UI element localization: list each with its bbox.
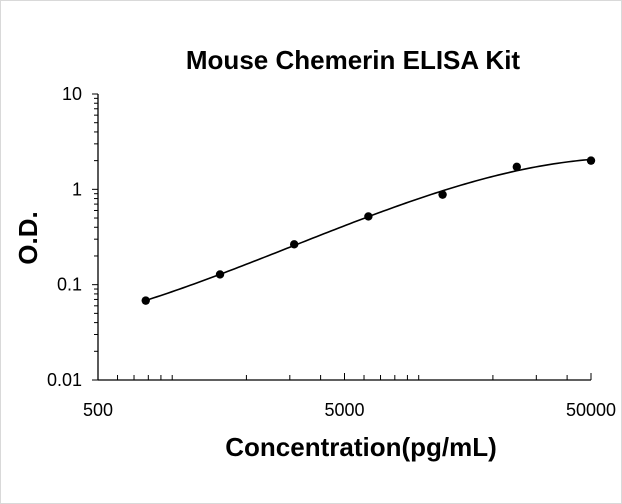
- y-tick-label: 0.01: [47, 370, 82, 390]
- x-tick-label: 5000: [324, 400, 364, 420]
- y-tick-label: 1: [72, 179, 82, 199]
- x-tick-label: 500: [83, 400, 113, 420]
- fit-curve-layer: [145, 158, 592, 302]
- x-axis-title: Concentration(pg/mL): [225, 432, 497, 462]
- data-point: [586, 156, 596, 165]
- y-tick-label: 0.1: [57, 275, 82, 295]
- chart-title: Mouse Chemerin ELISA Kit: [186, 45, 521, 75]
- x-tick-label: 50000: [566, 400, 616, 420]
- data-point: [215, 270, 225, 279]
- data-point: [141, 296, 150, 305]
- data-point: [512, 162, 521, 172]
- data-point: [364, 212, 373, 221]
- y-axis-title: O.D.: [13, 211, 43, 264]
- data-points-layer: [141, 156, 596, 305]
- data-point: [438, 190, 447, 199]
- fit-curve: [145, 158, 592, 302]
- data-point: [289, 240, 299, 249]
- y-tick-label: 10: [62, 84, 82, 104]
